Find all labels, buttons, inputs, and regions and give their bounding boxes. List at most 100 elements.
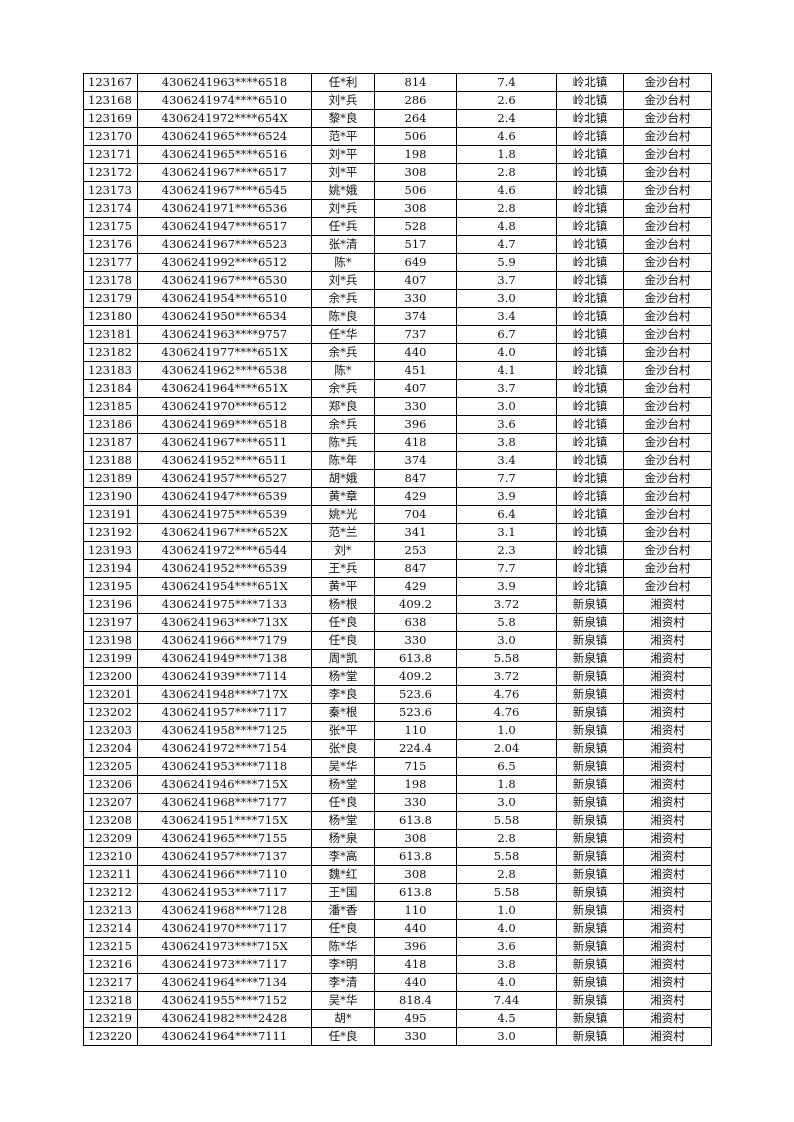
cell-id-number: 4306241992****6512 — [137, 253, 312, 272]
cell-id-number: 4306241951****715X — [137, 811, 312, 830]
cell-id-number: 4306241952****6539 — [137, 559, 312, 578]
cell-row-number: 123209 — [83, 829, 138, 848]
cell-town: 岭北镇 — [556, 577, 624, 596]
cell-amount: 418 — [374, 955, 457, 974]
cell-amount: 409.2 — [374, 667, 457, 686]
cell-amount: 409.2 — [374, 595, 457, 614]
cell-quantity: 7.4 — [456, 73, 557, 92]
table-row: 123186 4306241969****6518 余*兵 396 3.6 岭北镇 金沙台村 — [83, 415, 712, 434]
cell-village: 湘资村 — [623, 793, 712, 812]
cell-town: 岭北镇 — [556, 361, 624, 380]
cell-town: 新泉镇 — [556, 1009, 624, 1028]
cell-id-number: 4306241968****7177 — [137, 793, 312, 812]
table-row: 123211 4306241966****7110 魏*红 308 2.8 新泉镇 湘资村 — [83, 865, 712, 884]
cell-amount: 396 — [374, 937, 457, 956]
cell-amount: 451 — [374, 361, 457, 380]
cell-quantity: 6.4 — [456, 505, 557, 524]
cell-id-number: 4306241964****7111 — [137, 1027, 312, 1046]
cell-row-number: 123190 — [83, 487, 138, 506]
cell-village: 湘资村 — [623, 865, 712, 884]
cell-name: 刘*平 — [311, 145, 375, 164]
cell-name: 任*良 — [311, 1027, 375, 1046]
cell-town: 新泉镇 — [556, 775, 624, 794]
table-row: 123207 4306241968****7177 任*良 330 3.0 新泉镇 湘资村 — [83, 793, 712, 812]
cell-quantity: 1.8 — [456, 775, 557, 794]
cell-id-number: 4306241970****6512 — [137, 397, 312, 416]
table-row: 123173 4306241967****6545 姚*娥 506 4.6 岭北镇 金沙台村 — [83, 181, 712, 200]
cell-amount: 440 — [374, 919, 457, 938]
cell-amount: 506 — [374, 127, 457, 146]
cell-quantity: 2.6 — [456, 91, 557, 110]
cell-town: 岭北镇 — [556, 397, 624, 416]
cell-name: 余*兵 — [311, 379, 375, 398]
cell-town: 新泉镇 — [556, 613, 624, 632]
cell-village: 金沙台村 — [623, 109, 712, 128]
cell-row-number: 123208 — [83, 811, 138, 830]
cell-amount: 308 — [374, 829, 457, 848]
cell-town: 岭北镇 — [556, 487, 624, 506]
cell-quantity: 6.5 — [456, 757, 557, 776]
cell-quantity: 4.6 — [456, 127, 557, 146]
table-row: 123204 4306241972****7154 张*良 224.4 2.04 新泉镇湘… — [83, 739, 712, 758]
table-row: 123182 4306241977****651X 余*兵 440 4.0 岭北镇 金沙台村 — [83, 343, 712, 362]
cell-id-number: 4306241965****6516 — [137, 145, 312, 164]
cell-row-number: 123218 — [83, 991, 138, 1010]
table-row: 123188 4306241952****6511 陈*年 374 3.4 岭北镇 金沙台村 — [83, 451, 712, 470]
table-row: 123198 4306241966****7179 任*良 330 3.0 新泉镇 湘资村 — [83, 631, 712, 650]
cell-row-number: 123173 — [83, 181, 138, 200]
cell-quantity: 3.72 — [456, 595, 557, 614]
cell-quantity: 5.58 — [456, 811, 557, 830]
cell-town: 岭北镇 — [556, 181, 624, 200]
cell-row-number: 123197 — [83, 613, 138, 632]
table-row: 123183 4306241962****6538 陈* 451 4.1 岭北镇 金沙台村 — [83, 361, 712, 380]
cell-village: 湘资村 — [623, 991, 712, 1010]
cell-amount: 396 — [374, 415, 457, 434]
cell-name: 任*利 — [311, 73, 375, 92]
cell-id-number: 4306241958****7125 — [137, 721, 312, 740]
cell-village: 湘资村 — [623, 631, 712, 650]
table-row: 123176 4306241967****6523 张*清 517 4.7 岭北镇 金沙台村 — [83, 235, 712, 254]
cell-village: 湘资村 — [623, 613, 712, 632]
cell-id-number: 4306241962****6538 — [137, 361, 312, 380]
cell-town: 新泉镇 — [556, 883, 624, 902]
cell-village: 湘资村 — [623, 973, 712, 992]
cell-amount: 308 — [374, 865, 457, 884]
cell-row-number: 123189 — [83, 469, 138, 488]
cell-name: 余*兵 — [311, 343, 375, 362]
cell-quantity: 4.76 — [456, 703, 557, 722]
cell-id-number: 4306241955****7152 — [137, 991, 312, 1010]
cell-name: 任*良 — [311, 919, 375, 938]
cell-quantity: 4.0 — [456, 973, 557, 992]
cell-row-number: 123175 — [83, 217, 138, 236]
cell-town: 新泉镇 — [556, 811, 624, 830]
cell-village: 金沙台村 — [623, 577, 712, 596]
cell-name: 魏*红 — [311, 865, 375, 884]
cell-village: 金沙台村 — [623, 235, 712, 254]
cell-quantity: 5.58 — [456, 883, 557, 902]
cell-village: 金沙台村 — [623, 253, 712, 272]
cell-town: 岭北镇 — [556, 505, 624, 524]
cell-quantity: 7.44 — [456, 991, 557, 1010]
cell-id-number: 4306241967****652X — [137, 523, 312, 542]
cell-amount: 224.4 — [374, 739, 457, 758]
cell-village: 金沙台村 — [623, 397, 712, 416]
cell-row-number: 123214 — [83, 919, 138, 938]
cell-amount: 440 — [374, 973, 457, 992]
cell-town: 新泉镇 — [556, 937, 624, 956]
cell-row-number: 123196 — [83, 595, 138, 614]
cell-quantity: 3.8 — [456, 955, 557, 974]
cell-village: 金沙台村 — [623, 163, 712, 182]
cell-row-number: 123192 — [83, 523, 138, 542]
cell-amount: 495 — [374, 1009, 457, 1028]
cell-village: 金沙台村 — [623, 379, 712, 398]
cell-name: 杨*堂 — [311, 667, 375, 686]
cell-village: 金沙台村 — [623, 145, 712, 164]
table-row: 123185 4306241970****6512 郑*良 330 3.0 岭北镇 金沙台村 — [83, 397, 712, 416]
cell-id-number: 4306241946****715X — [137, 775, 312, 794]
cell-village: 金沙台村 — [623, 91, 712, 110]
cell-village: 金沙台村 — [623, 343, 712, 362]
cell-quantity: 3.9 — [456, 487, 557, 506]
cell-town: 新泉镇 — [556, 667, 624, 686]
cell-row-number: 123217 — [83, 973, 138, 992]
cell-row-number: 123184 — [83, 379, 138, 398]
